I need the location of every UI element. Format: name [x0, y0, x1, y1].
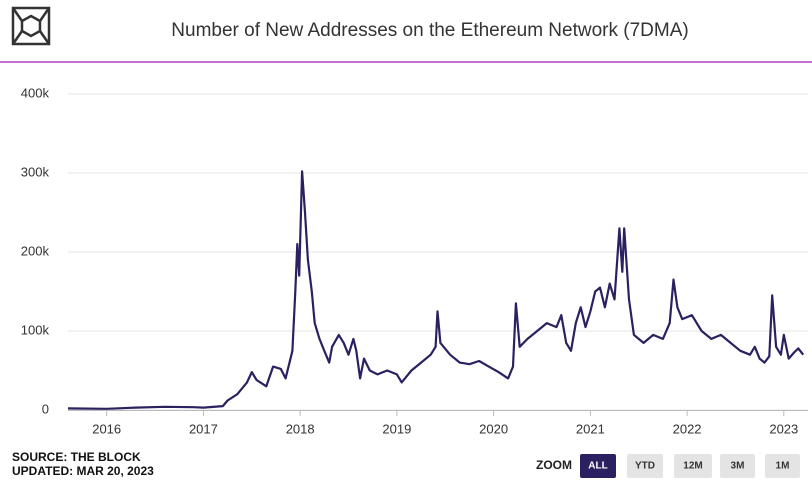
- zoom-button-label[interactable]: ALL: [588, 461, 607, 472]
- updated: UPDATED: MAR 20, 2023: [12, 464, 154, 478]
- x-tick-label: 2021: [576, 421, 605, 436]
- logo: [11, 6, 51, 46]
- x-tick-label: 2018: [286, 421, 315, 436]
- zoom-button-label[interactable]: 12M: [683, 461, 702, 472]
- zoom-button[interactable]: 1M: [765, 454, 800, 478]
- x-tick-label: 2016: [92, 421, 121, 436]
- zoom-button-label[interactable]: 3M: [731, 461, 745, 472]
- zoom-button[interactable]: 12M: [674, 454, 712, 478]
- source: SOURCE: THE BLOCK: [12, 450, 141, 464]
- zoom-button-bg[interactable]: [580, 454, 616, 478]
- zoom-button-bg[interactable]: [720, 454, 755, 478]
- zoom-button-label[interactable]: 1M: [776, 461, 790, 472]
- x-tick-label: 2022: [673, 421, 702, 436]
- x-tick-label: 2020: [479, 421, 508, 436]
- y-tick-label: 400k: [21, 85, 50, 100]
- zoom-button-label[interactable]: YTD: [635, 461, 655, 472]
- x-tick-label: 2023: [769, 421, 798, 436]
- chart-title: Number of New Addresses on the Ethereum …: [171, 20, 688, 41]
- zoom-button-bg[interactable]: [627, 454, 663, 478]
- zoom-button-bg[interactable]: [674, 454, 712, 478]
- x-tick-label: 2019: [382, 421, 411, 436]
- y-tick-label: 200k: [21, 243, 50, 258]
- zoom-button-bg[interactable]: [765, 454, 800, 478]
- zoom-label: ZOOM: [536, 458, 572, 472]
- zoom-button[interactable]: 3M: [720, 454, 755, 478]
- x-tick-label: 2017: [189, 421, 218, 436]
- y-tick-label: 100k: [21, 322, 50, 337]
- y-tick-label: 0: [42, 401, 49, 416]
- zoom-button[interactable]: YTD: [627, 454, 663, 478]
- data-line: [67, 170, 805, 410]
- zoom-button[interactable]: ALL: [580, 454, 616, 478]
- y-tick-label: 300k: [21, 164, 50, 179]
